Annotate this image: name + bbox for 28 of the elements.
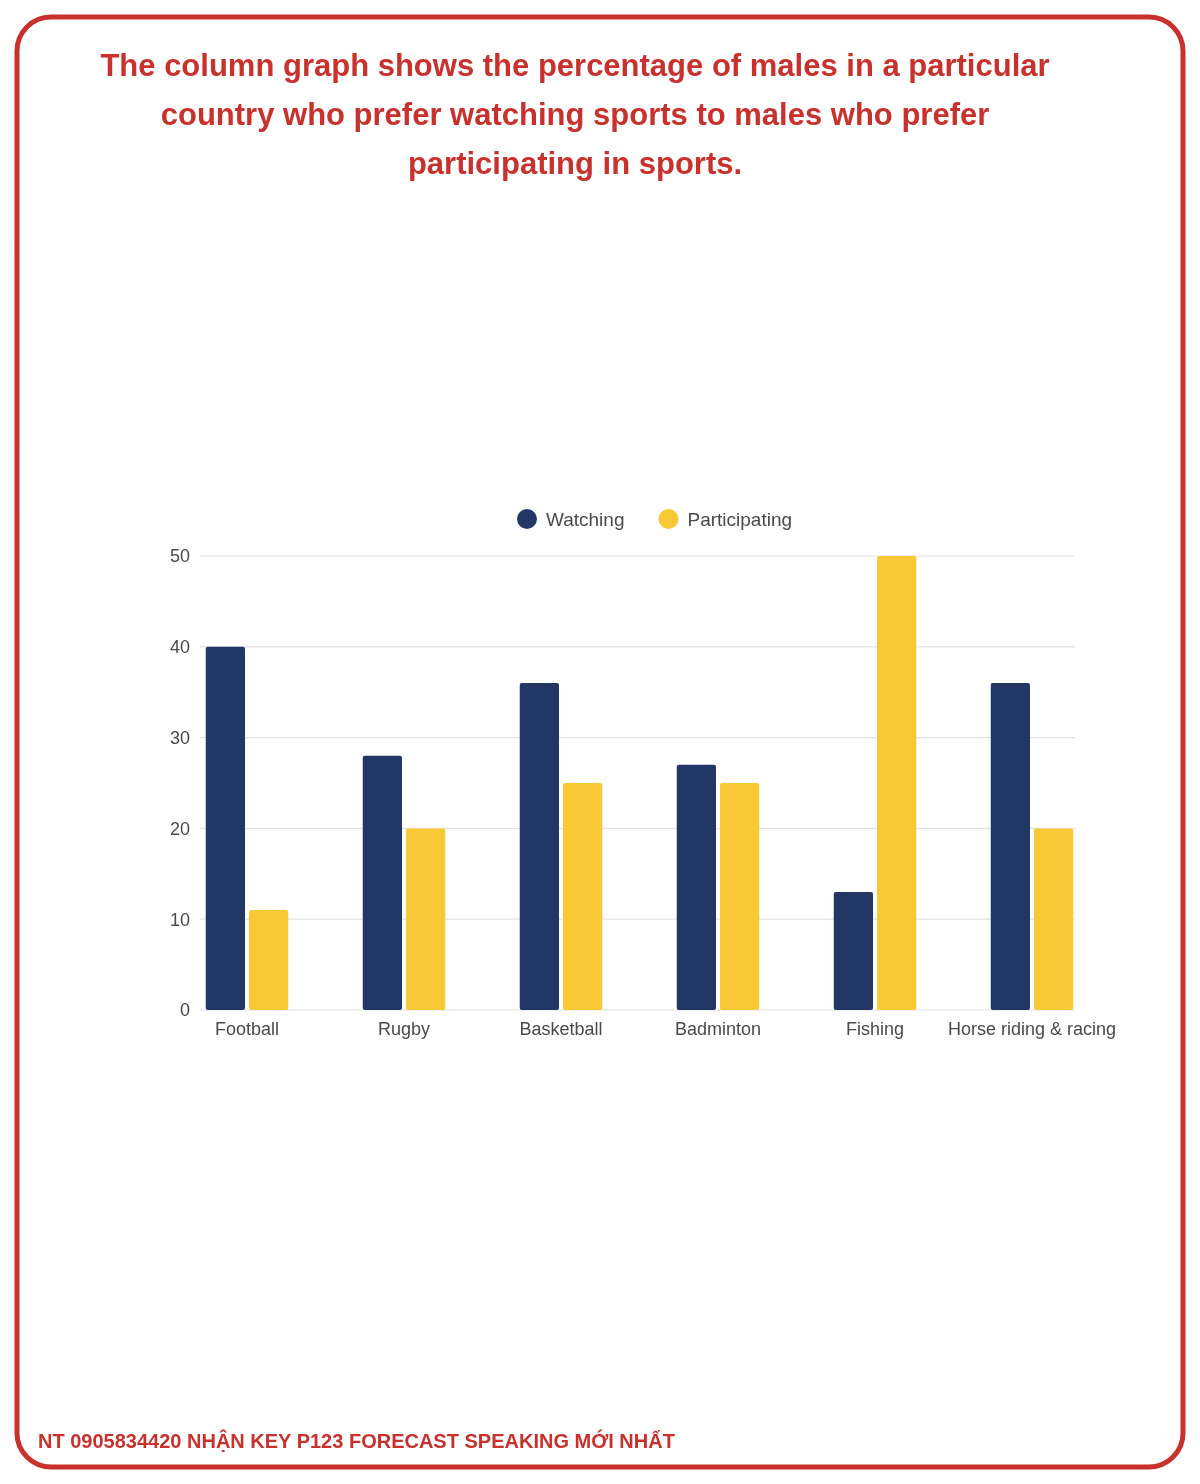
y-tick-label: 50 (169, 546, 190, 567)
y-tick-label: 40 (169, 637, 190, 658)
bar (1034, 828, 1074, 1010)
bar (676, 764, 716, 1010)
x-tick-label: Football (214, 1019, 280, 1039)
y-tick-label: 0 (179, 1000, 190, 1021)
y-tick-label: 10 (169, 909, 190, 930)
x-tick-label: Rugby (377, 1019, 431, 1039)
bar (833, 891, 873, 1010)
chart-title: The column graph shows the percentage of males in a particular country who prefer watching sports to males who prefer participating in sports. (100, 48, 1050, 181)
x-tick-label: Horse riding & racing (947, 1019, 1117, 1039)
x-tick-label: Badminton (674, 1019, 762, 1039)
x-tick-label: Fishing (845, 1019, 905, 1039)
bar (205, 646, 245, 1010)
bar (519, 683, 559, 1010)
bar (877, 556, 917, 1010)
bar (720, 783, 760, 1010)
bar (563, 783, 603, 1010)
x-tick-label: Basketball (519, 1019, 603, 1039)
bar (249, 910, 289, 1010)
bar (406, 828, 446, 1010)
y-tick-label: 30 (169, 727, 190, 748)
legend-label: Watching (545, 508, 625, 530)
bar (990, 683, 1030, 1010)
text: NT 0905834420 NHẬN KEY P123 FORECAST SPEAKING MỚI NHẤT (38, 1429, 675, 1452)
y-tick-label: 20 (169, 818, 190, 839)
bar (362, 755, 402, 1010)
legend-label: Participating (687, 508, 793, 530)
